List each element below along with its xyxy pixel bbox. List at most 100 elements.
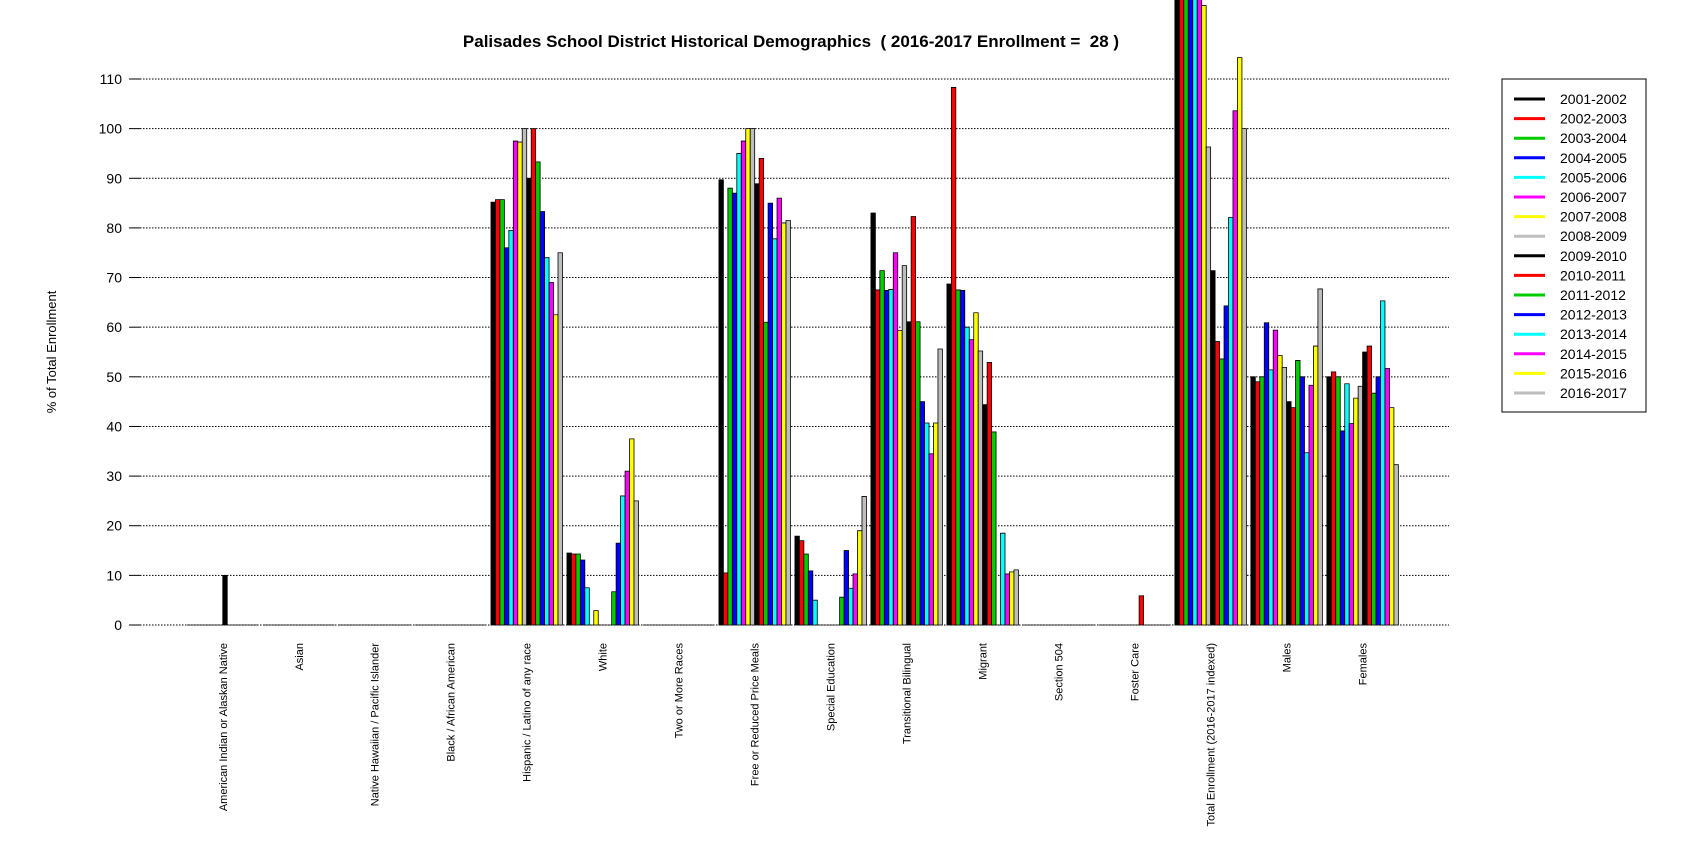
y-tick-label: 90 (106, 170, 122, 186)
bar (910, 216, 917, 626)
bar (521, 128, 528, 626)
bar (1286, 401, 1292, 626)
x-tick-label: Total Enrollment (2016-2017 indexed) (1206, 643, 1218, 826)
legend-label: 2016-2017 (1560, 385, 1627, 401)
bar (879, 270, 885, 626)
bar (1353, 397, 1359, 626)
bar (517, 141, 523, 626)
x-tick-label: Females (1358, 643, 1370, 686)
legend-label: 2014-2015 (1560, 346, 1627, 362)
bar (892, 252, 899, 626)
bar (874, 289, 881, 626)
bar (888, 289, 894, 626)
bar (870, 212, 876, 626)
bar (852, 573, 858, 626)
bar (620, 495, 626, 626)
bar (629, 438, 635, 626)
bar (1013, 569, 1019, 626)
x-tick-label: Hispanic / Latino of any race (522, 643, 534, 782)
legend-label: 2005-2006 (1560, 169, 1627, 185)
bar (807, 570, 814, 626)
bar (1259, 376, 1265, 626)
bar (1254, 381, 1261, 626)
bar (557, 252, 563, 626)
bar (222, 574, 228, 626)
bar (991, 431, 997, 626)
bar (526, 177, 532, 626)
x-tick-label: Native Hawaiian / Pacific Islander (370, 643, 382, 807)
bar (548, 282, 554, 626)
bar (1317, 288, 1323, 626)
y-tick-label: 100 (99, 121, 123, 137)
bar (848, 587, 854, 626)
bar (1313, 345, 1319, 626)
bar (1339, 430, 1346, 626)
legend-label: 2012-2013 (1560, 307, 1627, 323)
bar (1335, 376, 1341, 626)
bar (1232, 110, 1238, 626)
bar (919, 401, 925, 626)
bar (1366, 345, 1372, 626)
bar (749, 128, 756, 626)
bar (736, 153, 742, 626)
bar (1384, 367, 1390, 626)
bar (1348, 423, 1355, 626)
bar (490, 201, 496, 626)
bar (512, 140, 519, 626)
legend-label: 2009-2010 (1560, 248, 1627, 264)
bar (1308, 384, 1314, 626)
x-tick-label: Free or Reduced Price Meals (750, 643, 762, 787)
bar (883, 290, 890, 626)
bar (1344, 383, 1350, 626)
bar (633, 500, 639, 626)
y-tick-label: 50 (106, 369, 122, 385)
bar (1214, 341, 1220, 626)
bar (754, 183, 760, 626)
bar (1326, 376, 1332, 626)
bar (758, 158, 765, 626)
bar (946, 283, 952, 626)
legend-label: 2003-2004 (1560, 130, 1627, 146)
bar (772, 238, 778, 626)
bar (794, 535, 800, 626)
bar (593, 610, 599, 626)
bar (1223, 305, 1229, 626)
bar (1187, 0, 1194, 626)
bar (579, 559, 586, 626)
bar (1210, 270, 1216, 626)
y-tick-label: 10 (106, 567, 122, 583)
legend-label: 2008-2009 (1560, 228, 1627, 244)
bar (745, 128, 751, 626)
bar (968, 339, 975, 626)
bar (1009, 571, 1015, 626)
bar (1295, 360, 1301, 626)
bar (924, 422, 930, 626)
x-tick-label: Black / African American (446, 643, 458, 762)
y-tick-label: 20 (106, 518, 122, 534)
y-tick-label: 40 (106, 418, 122, 434)
legend-label: 2011-2012 (1560, 287, 1626, 303)
bar (575, 553, 581, 626)
x-tick-label: Males (1282, 643, 1294, 673)
bar (1219, 358, 1225, 626)
bar (1362, 351, 1368, 626)
bar (803, 553, 809, 626)
bar (839, 596, 845, 626)
bar (1183, 0, 1189, 626)
bar (767, 202, 773, 626)
bar (1205, 146, 1212, 626)
x-tick-label: Special Education (826, 643, 838, 731)
bar (727, 187, 733, 626)
bar (611, 591, 617, 626)
legend-label: 2015-2016 (1560, 365, 1627, 381)
bar (1330, 371, 1337, 626)
bar (718, 179, 724, 626)
legend-label: 2001-2002 (1560, 91, 1627, 107)
bar (906, 321, 912, 626)
bar (1004, 573, 1010, 626)
x-tick-label: Transitional Bilingual (902, 643, 914, 744)
bar (763, 321, 769, 626)
x-tick-label: Migrant (978, 643, 990, 680)
